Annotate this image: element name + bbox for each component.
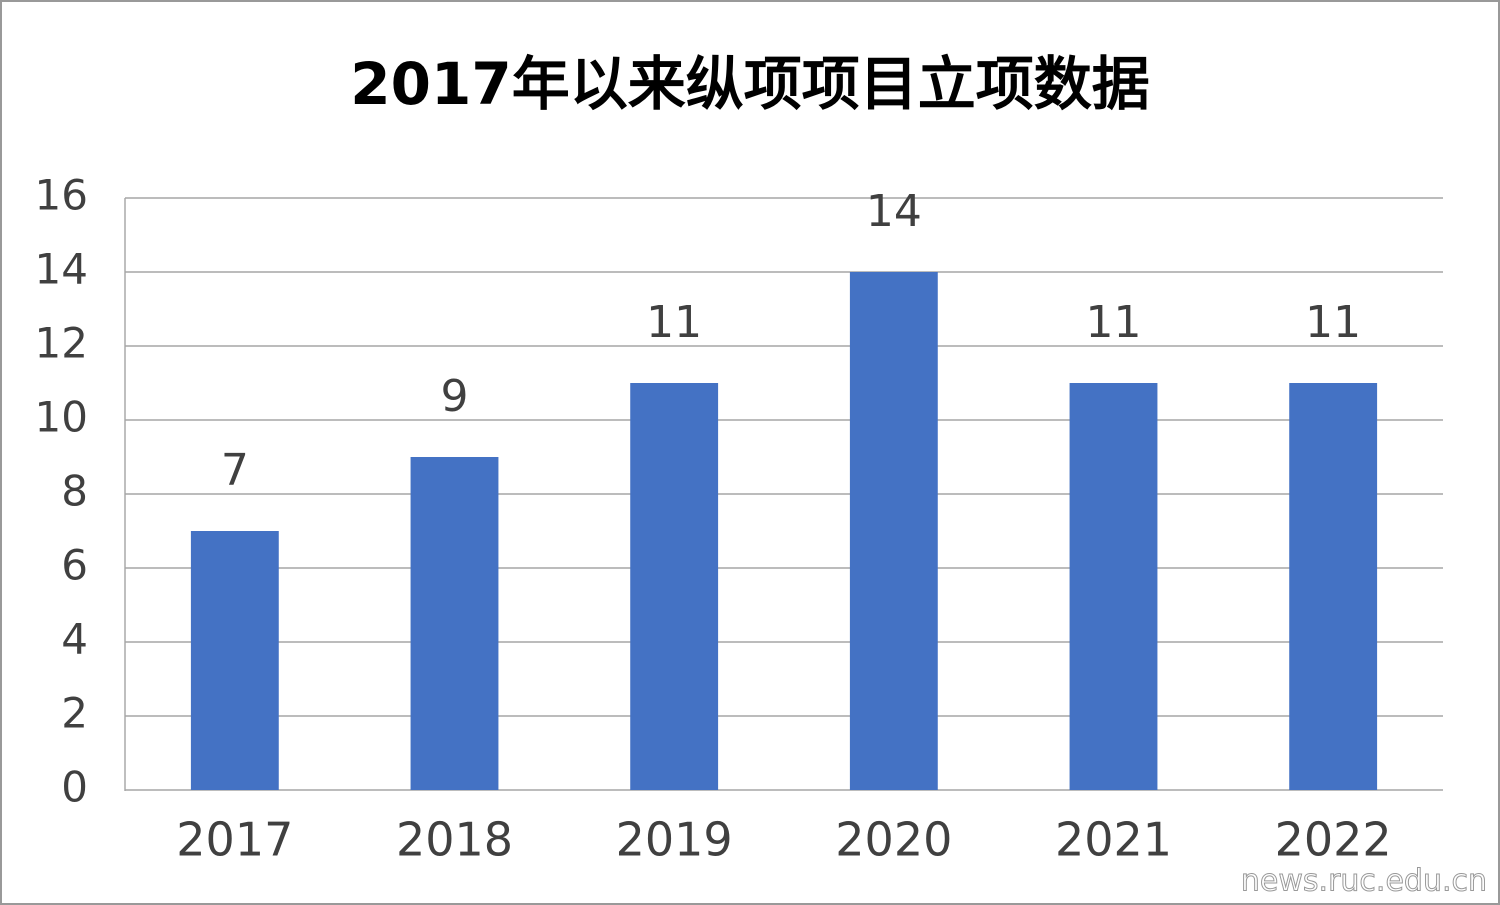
bar — [630, 383, 719, 790]
y-tick-label: 4 — [61, 615, 88, 664]
bar — [410, 457, 499, 790]
y-tick-label: 16 — [35, 171, 88, 220]
y-tick-label: 0 — [61, 763, 88, 812]
y-tick-label: 14 — [35, 245, 88, 294]
watermark: news.ruc.edu.cn — [1241, 864, 1487, 899]
data-label: 11 — [1305, 297, 1361, 348]
x-tick-label: 2017 — [176, 813, 293, 867]
data-label: 7 — [221, 445, 249, 496]
data-label: 14 — [866, 186, 922, 237]
x-tick-label: 2021 — [1055, 813, 1172, 867]
bar — [1069, 383, 1158, 790]
chart-title: 2017年以来纵项项目立项数据 — [350, 50, 1149, 118]
x-tick-label: 2020 — [835, 813, 952, 867]
y-tick-label: 8 — [61, 467, 88, 516]
bar — [1289, 383, 1378, 790]
x-tick-label: 2019 — [616, 813, 733, 867]
bar — [190, 531, 279, 790]
x-tick-label: 2022 — [1275, 813, 1392, 867]
bar — [849, 272, 938, 790]
x-tick-label: 2018 — [396, 813, 513, 867]
y-tick-label: 10 — [35, 393, 88, 442]
data-label: 9 — [441, 371, 469, 422]
y-tick-label: 12 — [35, 319, 88, 368]
data-label: 11 — [646, 297, 702, 348]
y-tick-label: 2 — [61, 689, 88, 738]
y-tick-label: 6 — [61, 541, 88, 590]
data-label: 11 — [1086, 297, 1142, 348]
